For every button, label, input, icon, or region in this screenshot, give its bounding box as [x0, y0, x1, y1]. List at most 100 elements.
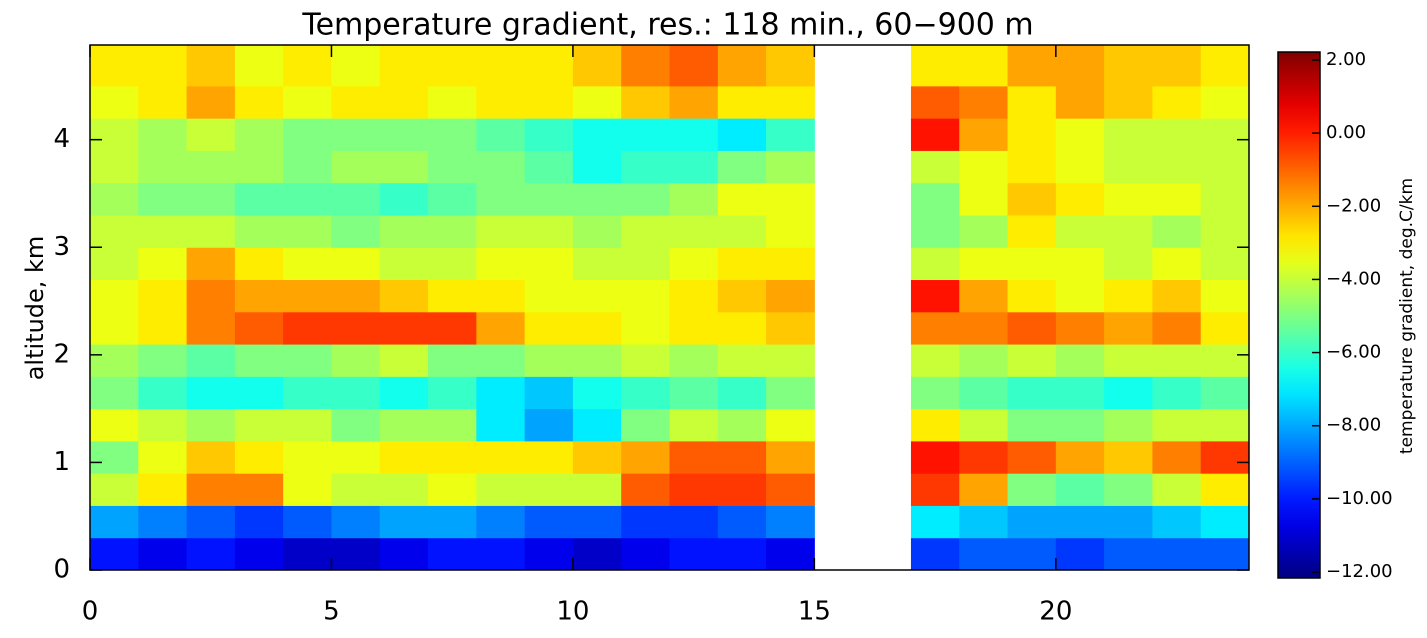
colorbar-tick-label: −2.00 — [1326, 195, 1381, 216]
heat-cell — [717, 45, 767, 87]
heat-cell — [283, 150, 332, 184]
heat-cell — [234, 344, 284, 377]
heat-cell — [621, 150, 670, 184]
heat-cell — [524, 344, 574, 377]
heat-cell — [669, 505, 719, 539]
heat-cell — [524, 45, 574, 87]
heat-cell — [910, 376, 960, 410]
heat-cell — [90, 279, 139, 313]
heat-cell — [138, 45, 188, 87]
heat-cell — [90, 85, 139, 119]
heat-cell — [959, 247, 1009, 281]
heat-cell — [524, 214, 574, 248]
heat-cell — [766, 85, 815, 119]
heat-cell — [621, 85, 670, 119]
heat-cell — [1104, 505, 1153, 539]
heat-cell — [766, 45, 815, 87]
heat-cell — [572, 537, 622, 571]
heat-cell — [717, 118, 767, 151]
heat-cell — [1104, 150, 1153, 184]
heat-cell — [283, 279, 332, 313]
heat-cell — [1104, 85, 1153, 119]
heat-cell — [283, 440, 332, 474]
heat-cell — [331, 311, 381, 345]
heat-cell — [959, 279, 1009, 313]
heat-cell — [1007, 440, 1057, 474]
heat-cell — [910, 537, 960, 571]
heat-cell — [428, 376, 477, 410]
heat-cell — [428, 311, 477, 345]
heat-cell — [766, 473, 815, 506]
heat-cell — [717, 247, 767, 281]
heat-cell — [90, 376, 139, 410]
heat-cell — [283, 214, 332, 248]
heat-cell — [1007, 118, 1057, 151]
heat-cell — [379, 182, 429, 216]
heat-cell — [234, 440, 284, 474]
heat-cell — [1104, 311, 1153, 345]
heat-cell — [283, 45, 332, 87]
heat-cell — [717, 85, 767, 119]
heat-cell — [234, 473, 284, 506]
heat-cell — [572, 45, 622, 87]
heat-cell — [1152, 408, 1202, 442]
heat-cell — [476, 45, 526, 87]
heat-cell — [1007, 311, 1057, 345]
heat-cell — [331, 214, 381, 248]
heat-cell — [379, 279, 429, 313]
heat-cell — [283, 473, 332, 506]
heat-cell — [234, 45, 284, 87]
heat-cell — [428, 279, 477, 313]
heat-cell — [186, 182, 236, 216]
heat-cell — [90, 505, 139, 539]
heat-cell — [379, 118, 429, 151]
heat-cell — [1152, 118, 1202, 151]
colorbar-tick-label: −4.00 — [1326, 268, 1381, 289]
heat-cell — [1152, 376, 1202, 410]
heat-cell — [1104, 247, 1153, 281]
heat-cell — [959, 440, 1009, 474]
heat-cell — [138, 408, 188, 442]
heat-cell — [572, 182, 622, 216]
heat-cell — [1152, 505, 1202, 539]
heat-cell — [959, 344, 1009, 377]
heat-cell — [90, 537, 139, 571]
heat-cell — [186, 344, 236, 377]
heat-cell — [1152, 440, 1202, 474]
heat-cell — [1200, 150, 1250, 184]
heat-cell — [186, 440, 236, 474]
heat-cell — [766, 247, 815, 281]
heat-cell — [1104, 182, 1153, 216]
heat-cell — [428, 505, 477, 539]
heat-cell — [959, 45, 1009, 87]
heat-cell — [138, 118, 188, 151]
heat-cell — [186, 214, 236, 248]
heat-cell — [186, 311, 236, 345]
heat-cell — [910, 118, 960, 151]
heat-cell — [283, 505, 332, 539]
heat-cell — [1200, 311, 1250, 345]
heat-cell — [331, 150, 381, 184]
heat-cell — [379, 440, 429, 474]
heat-cell — [283, 247, 332, 281]
heat-cell — [1007, 247, 1057, 281]
heat-cell — [90, 214, 139, 248]
heat-cell — [234, 182, 284, 216]
heat-cell — [1055, 182, 1105, 216]
heat-cell — [669, 85, 719, 119]
heat-cell — [1007, 45, 1057, 87]
x-tick-label: 10 — [556, 597, 589, 627]
heat-cell — [766, 344, 815, 377]
heat-cell — [186, 505, 236, 539]
heat-cell — [1007, 408, 1057, 442]
heat-cell — [331, 45, 381, 87]
heat-cell — [331, 408, 381, 442]
heat-cell — [621, 214, 670, 248]
heat-cell — [476, 311, 526, 345]
heat-cell — [669, 376, 719, 410]
heat-cell — [572, 118, 622, 151]
heat-cell — [186, 247, 236, 281]
heat-cell — [331, 85, 381, 119]
heat-cell — [283, 344, 332, 377]
heat-cell — [1104, 344, 1153, 377]
